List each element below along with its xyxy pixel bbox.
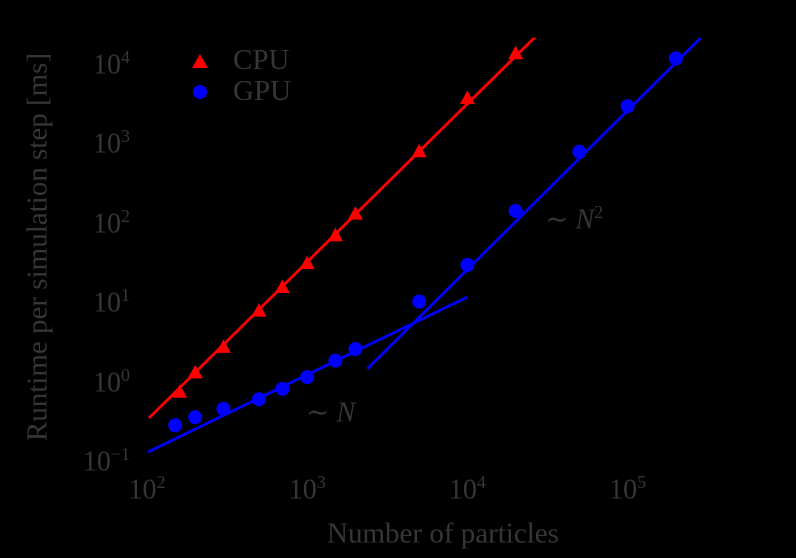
cpu-data-point — [347, 206, 363, 220]
gpu-data-point — [251, 392, 266, 407]
gpu-data-point — [620, 99, 635, 114]
x-tick-label: 102 — [128, 472, 166, 506]
gpu-data-point — [572, 144, 587, 159]
cpu-data-point — [274, 279, 290, 294]
cpu-data-point — [411, 143, 427, 158]
cpu-data-point — [459, 90, 475, 105]
y-tick-label: 100 — [93, 364, 130, 398]
gpu-data-point — [275, 381, 290, 396]
annotation-n-squared: ∼ N2 — [545, 202, 604, 236]
gpu-n2-fit-line — [366, 37, 702, 370]
gpu-data-point — [412, 294, 427, 309]
gpu-data-point — [216, 401, 231, 416]
x-tick-label: 105 — [609, 472, 647, 506]
gpu-data-point — [328, 353, 343, 368]
gpu-data-point — [300, 370, 315, 385]
y-tick-label: 10−1 — [82, 444, 130, 478]
gpu-data-point — [348, 342, 363, 357]
cpu-data-point — [299, 255, 315, 270]
cpu-data-point — [508, 45, 524, 60]
gpu-circle-marker-icon — [193, 85, 207, 99]
cpu-data-point — [327, 227, 343, 242]
y-tick-label: 102 — [93, 205, 130, 240]
gpu-data-point — [168, 418, 183, 433]
x-tick-label: 103 — [288, 472, 326, 506]
cpu-data-point — [215, 339, 231, 353]
x-tick-label: 104 — [448, 472, 486, 506]
annotation-n-linear: ∼ N — [306, 397, 356, 429]
gpu-data-point — [668, 51, 683, 66]
gpu-data-point — [188, 410, 203, 425]
gpu-data-point — [508, 203, 523, 218]
legend-label-cpu: CPU — [233, 44, 290, 76]
x-axis-label: Number of particles — [327, 517, 559, 550]
gpu-data-point — [460, 258, 475, 273]
y-tick-label: 104 — [93, 47, 130, 81]
cpu-data-point — [251, 303, 267, 317]
cpu-data-point — [172, 384, 188, 398]
y-tick-label: 103 — [93, 126, 130, 160]
cpu-n2-fit-line — [148, 37, 537, 420]
cpu-data-point — [187, 364, 203, 379]
y-tick-label: 101 — [93, 285, 130, 319]
cpu-triangle-marker-icon — [192, 54, 208, 68]
legend-label-gpu: GPU — [233, 75, 292, 107]
